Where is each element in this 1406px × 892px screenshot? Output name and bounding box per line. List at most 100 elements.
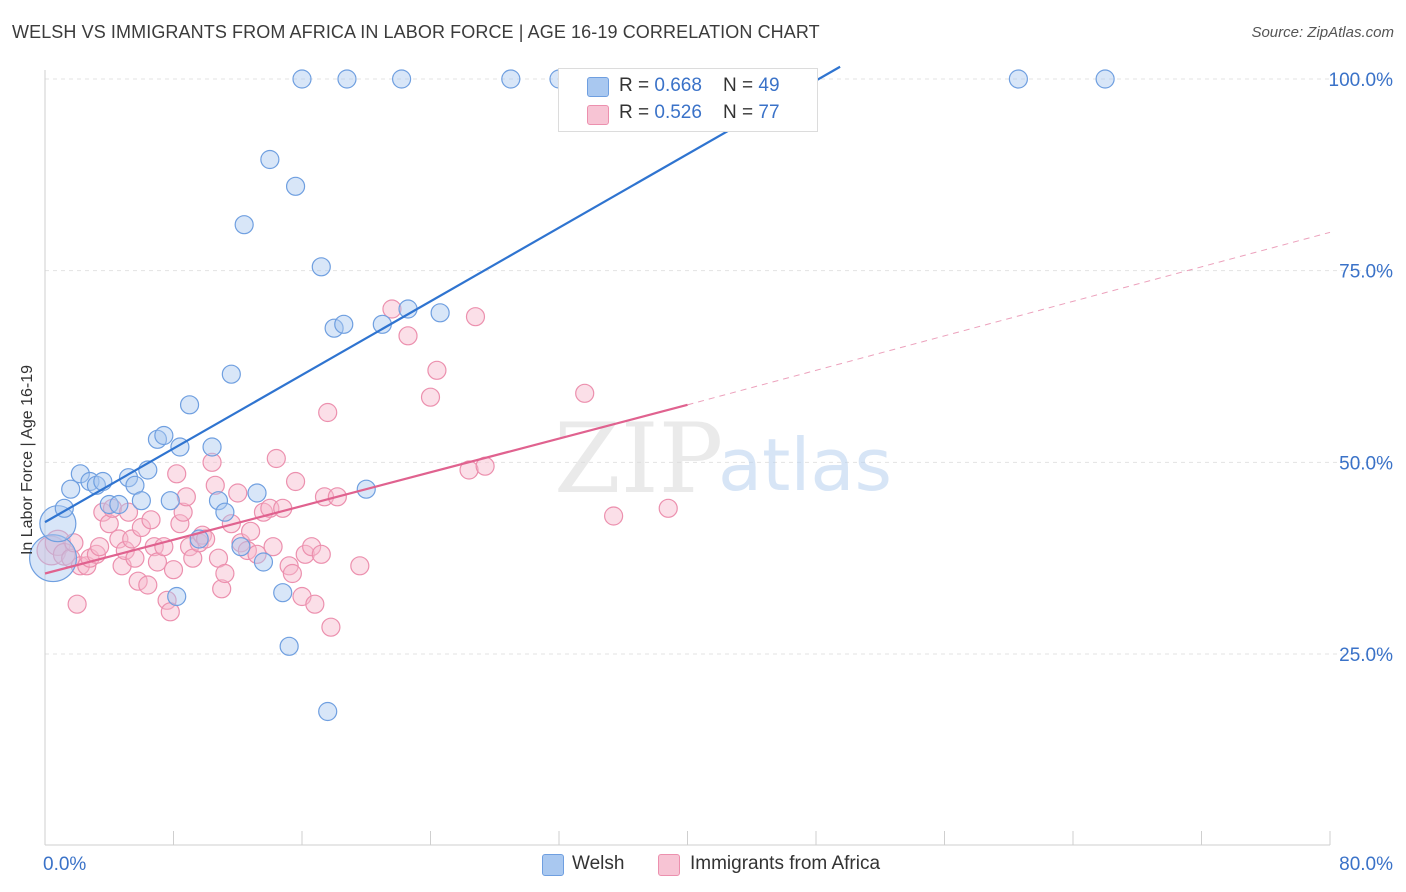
welsh-point	[221, 364, 241, 384]
welsh-point	[260, 149, 280, 170]
africa-point	[170, 514, 190, 534]
welsh-point	[253, 552, 274, 572]
x-tick-label-max: 80.0%	[1339, 854, 1393, 875]
welsh-point	[247, 483, 267, 503]
africa-point	[575, 383, 595, 403]
africa-point	[465, 307, 486, 327]
legend-series: Welsh Immigrants from Africa	[0, 852, 1406, 878]
welsh-point	[430, 303, 450, 323]
africa-point	[658, 498, 678, 518]
africa-point	[64, 533, 84, 553]
africa-point	[196, 529, 216, 549]
africa-point	[266, 448, 286, 469]
africa-point	[179, 537, 200, 557]
africa-point	[295, 544, 315, 564]
welsh-point	[39, 505, 77, 543]
welsh-point	[167, 586, 187, 607]
africa-point	[67, 594, 87, 614]
welsh-point	[99, 494, 119, 515]
africa-point	[350, 556, 370, 576]
africa-point	[228, 483, 248, 503]
watermark-zip: ZIP	[554, 403, 723, 515]
africa-points	[36, 299, 678, 637]
welsh-point	[29, 534, 78, 583]
africa-point	[263, 537, 283, 557]
welsh-point	[215, 502, 235, 522]
africa-point	[459, 460, 479, 480]
legend-africa-stats: R = 0.526 N = 77	[619, 102, 780, 124]
watermark: ZIP atlas	[554, 403, 892, 515]
welsh-point	[334, 314, 354, 334]
y-axis-label: In Labor Force | Age 16-19	[19, 364, 36, 556]
welsh-point	[318, 701, 338, 722]
welsh-point	[131, 491, 151, 511]
africa-point	[128, 571, 148, 591]
africa-point	[99, 514, 119, 534]
africa-point	[382, 299, 402, 319]
legend-bottom-africa-label: Immigrants from Africa	[690, 853, 881, 874]
y-tick-label-75: 75.0%	[1339, 262, 1393, 283]
africa-point	[176, 487, 196, 507]
welsh-point	[70, 464, 90, 484]
africa-point	[604, 506, 624, 526]
legend-africa-r-value: 0.526	[654, 102, 702, 123]
africa-point	[163, 560, 184, 580]
x-tick-label-min: 0.0%	[43, 854, 86, 875]
y-tick-label-50: 50.0%	[1339, 453, 1393, 474]
y-tick-label-25: 25.0%	[1339, 645, 1393, 666]
africa-point	[279, 556, 299, 576]
axes	[44, 70, 1331, 846]
welsh-point	[324, 318, 344, 338]
africa-point	[318, 402, 338, 423]
welsh-point	[279, 636, 299, 656]
africa-point	[118, 502, 139, 522]
welsh-points	[29, 69, 1115, 722]
legend-africa-n-value: 77	[758, 102, 780, 123]
welsh-point	[501, 69, 521, 89]
legend-africa-swatch	[587, 105, 609, 125]
welsh-point	[311, 257, 331, 277]
welsh-point	[1008, 69, 1028, 89]
welsh-point	[179, 395, 200, 415]
africa-point	[157, 590, 177, 610]
africa-point	[167, 464, 187, 484]
africa-point	[427, 360, 447, 380]
legend-stats: R = 0.668 N = 49 R = 0.526 N = 77	[558, 68, 818, 132]
welsh-point	[292, 69, 312, 89]
welsh-point	[202, 437, 222, 457]
welsh-point	[273, 583, 293, 603]
africa-trendline	[44, 403, 688, 575]
welsh-point	[208, 491, 229, 511]
legend-welsh-n-label: N =	[723, 75, 759, 96]
welsh-point	[154, 425, 174, 446]
welsh-point	[61, 479, 81, 499]
welsh-point	[231, 537, 251, 557]
africa-point	[398, 326, 418, 346]
source-note: Source: ZipAtlas.com	[1251, 24, 1394, 41]
africa-point	[311, 544, 331, 564]
welsh-point	[234, 215, 254, 235]
welsh-point	[285, 176, 306, 196]
africa-point	[285, 471, 306, 492]
legend-bottom-africa-swatch	[658, 854, 680, 876]
africa-point	[420, 387, 441, 407]
tick-labels: 25.0% 50.0% 75.0% 100.0% 0.0% 80.0%	[43, 70, 1393, 875]
legend-welsh-r-value: 0.668	[654, 75, 702, 96]
africa-point	[131, 517, 151, 538]
africa-point	[202, 452, 222, 472]
legend-welsh-n-value: 49	[758, 75, 780, 96]
legend-africa-r-label: R =	[619, 102, 655, 123]
legend-welsh-stats: R = 0.668 N = 49	[619, 75, 780, 97]
y-tick-label-100: 100.0%	[1329, 70, 1394, 91]
welsh-point	[337, 69, 357, 89]
grid-lines	[45, 78, 1390, 655]
welsh-trendline	[44, 65, 841, 524]
legend-welsh-swatch	[587, 77, 609, 97]
legend-welsh-r-label: R =	[619, 75, 655, 96]
africa-point	[93, 502, 113, 522]
africa-point	[141, 510, 161, 530]
africa-point	[282, 563, 302, 584]
welsh-point	[391, 69, 412, 89]
trendlines	[44, 65, 1331, 575]
